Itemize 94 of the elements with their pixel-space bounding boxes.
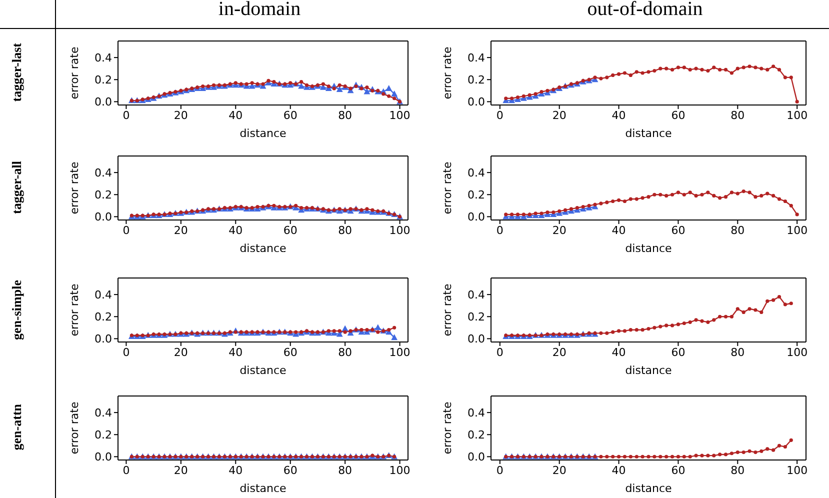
x-tick-label: 20: [174, 346, 188, 359]
x-tick-label: 100: [389, 224, 410, 237]
x-tick-label: 80: [338, 464, 352, 477]
x-tick-label: 60: [671, 346, 686, 359]
y-tick-label: 0.0: [468, 332, 485, 346]
x-tick-label: 20: [552, 346, 566, 359]
y-tick-label: 0.2: [94, 74, 112, 87]
text: tagger-all: [9, 161, 25, 214]
y-tick-label: 0.4: [94, 406, 112, 420]
y-tick-label: 0.4: [468, 51, 485, 64]
y-tick-label: 0.2: [468, 74, 485, 87]
x-tick-label: 0: [496, 224, 504, 237]
y-tick-label: 0.2: [468, 188, 485, 202]
x-tick-label: 40: [612, 108, 626, 122]
x-axis-title: distance: [240, 364, 287, 377]
x-tick-label: 100: [389, 464, 410, 477]
x-tick-label: 100: [389, 346, 410, 359]
x-tick-label: 100: [786, 464, 808, 477]
y-axis-title: error rate: [68, 402, 81, 454]
text: gen-attn: [9, 404, 25, 451]
x-tick-label: 80: [730, 224, 745, 237]
y-tick-label: 0.0: [468, 210, 485, 224]
x-tick-label: 40: [228, 108, 243, 122]
x-tick-label: 0: [496, 346, 504, 359]
x-axis-title: distance: [240, 127, 287, 140]
x-axis-title: distance: [625, 482, 672, 495]
x-tick-label: 0: [122, 224, 130, 237]
x-tick-label: 20: [174, 224, 188, 237]
y-tick-label: 0.2: [94, 188, 112, 202]
x-tick-label: 0: [122, 108, 130, 122]
y-tick-label: 0.0: [94, 450, 112, 464]
y-tick-label: 0.2: [94, 310, 112, 324]
text: gen-simple: [9, 280, 25, 340]
y-axis-title: error rate: [68, 284, 81, 336]
chart-title: in-domain: [217, 0, 302, 21]
x-tick-label: 20: [174, 108, 188, 122]
y-tick-label: 0.4: [468, 406, 485, 420]
x-tick-label: 80: [730, 108, 745, 122]
x-tick-label: 40: [612, 346, 626, 359]
y-axis-title: error rate: [440, 46, 454, 100]
x-tick-label: 0: [496, 464, 504, 477]
y-tick-label: 0.4: [468, 288, 485, 302]
x-tick-label: 40: [612, 464, 626, 477]
x-tick-label: 100: [389, 108, 410, 122]
y-tick-label: 0.2: [94, 428, 112, 442]
x-tick-label: 100: [786, 108, 808, 122]
y-tick-label: 0.4: [94, 166, 112, 180]
x-tick-label: 20: [552, 224, 566, 237]
y-tick-label: 0.4: [94, 288, 112, 302]
x-tick-label: 0: [122, 346, 130, 359]
x-tick-label: 20: [174, 464, 188, 477]
y-axis-title: error rate: [440, 402, 454, 454]
x-tick-label: 60: [283, 464, 298, 477]
y-tick-label: 0.0: [468, 450, 485, 464]
x-tick-label: 0: [122, 464, 130, 477]
x-tick-label: 80: [730, 464, 745, 477]
y-axis-title: error rate: [68, 46, 81, 100]
y-axis-title: error rate: [440, 284, 454, 336]
y-tick-label: 0.2: [468, 428, 485, 442]
y-tick-label: 0.0: [94, 332, 112, 346]
x-tick-label: 60: [283, 108, 298, 122]
x-tick-label: 40: [228, 464, 243, 477]
x-tick-label: 60: [283, 346, 298, 359]
x-tick-label: 20: [552, 464, 566, 477]
x-axis-title: distance: [625, 242, 672, 255]
y-tick-label: 0.0: [94, 96, 112, 109]
x-axis-title: distance: [625, 364, 672, 377]
y-axis-title: error rate: [440, 162, 454, 214]
x-tick-label: 80: [338, 346, 352, 359]
x-tick-label: 80: [338, 224, 352, 237]
x-tick-label: 0: [496, 108, 504, 122]
x-tick-label: 40: [228, 346, 243, 359]
y-tick-label: 0.4: [468, 166, 485, 180]
x-tick-label: 60: [283, 224, 298, 237]
x-tick-label: 60: [671, 108, 686, 122]
x-tick-label: 20: [552, 108, 566, 122]
y-tick-label: 0.0: [94, 210, 112, 224]
x-tick-label: 80: [338, 108, 352, 122]
x-tick-label: 100: [786, 224, 808, 237]
x-axis-title: distance: [625, 127, 672, 140]
x-tick-label: 40: [612, 224, 626, 237]
x-tick-label: 60: [671, 464, 686, 477]
x-tick-label: 40: [228, 224, 243, 237]
y-tick-label: 0.4: [94, 51, 112, 64]
x-tick-label: 60: [671, 224, 686, 237]
y-tick-label: 0.2: [468, 310, 485, 324]
x-tick-label: 100: [786, 346, 808, 359]
y-axis-title: error rate: [68, 162, 81, 214]
text: tagger-last: [9, 43, 25, 102]
x-axis-title: distance: [240, 242, 287, 255]
x-tick-label: 80: [730, 346, 745, 359]
chart-title: out-of-domain: [586, 0, 704, 21]
y-tick-label: 0.0: [468, 96, 485, 109]
x-axis-title: distance: [240, 482, 287, 495]
